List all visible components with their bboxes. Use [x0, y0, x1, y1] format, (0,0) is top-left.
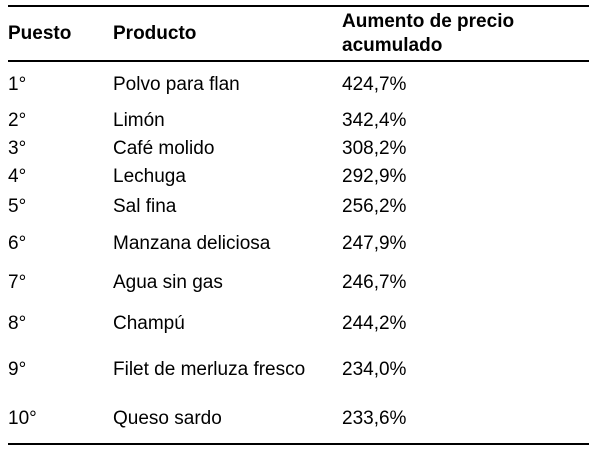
table-row: 9° Filet de merluza fresco 234,0% — [8, 344, 589, 394]
cell-producto: Queso sardo — [113, 408, 222, 429]
table-row: 7° Agua sin gas 246,7% — [8, 263, 589, 302]
cell-puesto: 6° — [8, 232, 27, 254]
table-row: 5° Sal fina 256,2% — [8, 190, 589, 223]
table-header: Puesto Producto Aumento de precio acumul… — [8, 6, 589, 61]
cell-puesto: 10° — [8, 408, 37, 429]
table-row: 2° Limón 342,4% — [8, 106, 589, 134]
cell-aumento: 424,7% — [342, 73, 407, 95]
table-row: 4° Lechuga 292,9% — [8, 162, 589, 190]
cell-producto: Café molido — [113, 137, 215, 159]
cell-puesto: 8° — [8, 312, 27, 334]
cell-aumento: 342,4% — [342, 109, 407, 131]
column-header-producto: Producto — [113, 22, 197, 44]
cell-aumento: 247,9% — [342, 232, 407, 254]
table-row: 1° Polvo para flan 424,7% — [8, 61, 589, 106]
cell-producto: Manzana deliciosa — [113, 232, 271, 254]
cell-puesto: 9° — [8, 358, 27, 380]
column-header-puesto: Puesto — [8, 22, 72, 44]
table-row: 6° Manzana deliciosa 247,9% — [8, 223, 589, 263]
cell-aumento: 308,2% — [342, 137, 407, 159]
cell-puesto: 7° — [8, 272, 27, 293]
header-row: Puesto Producto Aumento de precio acumul… — [8, 6, 589, 61]
cell-producto: Limón — [113, 109, 165, 131]
cell-producto: Champú — [113, 312, 185, 334]
table-body: 1° Polvo para flan 424,7% 2° Limón 342,4… — [8, 61, 589, 444]
cell-puesto: 4° — [8, 165, 27, 187]
cell-puesto: 3° — [8, 137, 27, 159]
cell-aumento: 233,6% — [342, 408, 407, 429]
cell-aumento: 292,9% — [342, 165, 407, 187]
cell-aumento: 244,2% — [342, 312, 407, 334]
cell-aumento: 234,0% — [342, 358, 407, 380]
cell-producto: Lechuga — [113, 165, 186, 187]
column-header-aumento: Aumento de precio acumulado — [342, 10, 515, 56]
table-row: 10° Queso sardo 233,6% — [8, 394, 589, 444]
cell-producto: Polvo para flan — [113, 73, 240, 95]
cell-producto: Filet de merluza fresco — [113, 358, 306, 380]
cell-producto: Agua sin gas — [113, 272, 223, 293]
table-row: 3° Café molido 308,2% — [8, 134, 589, 162]
cell-aumento: 256,2% — [342, 196, 407, 217]
cell-aumento: 246,7% — [342, 272, 407, 293]
price-increase-ranking-table: Puesto Producto Aumento de precio acumul… — [8, 5, 589, 445]
cell-puesto: 5° — [8, 196, 27, 217]
cell-puesto: 1° — [8, 73, 27, 95]
cell-puesto: 2° — [8, 109, 27, 131]
table-row: 8° Champú 244,2% — [8, 302, 589, 344]
cell-producto: Sal fina — [113, 196, 177, 217]
